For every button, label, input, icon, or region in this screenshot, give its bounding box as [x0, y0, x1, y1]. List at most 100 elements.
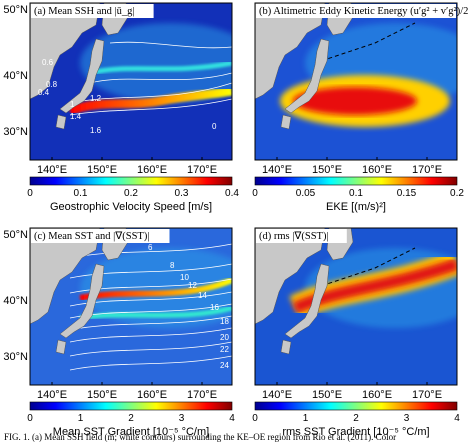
contour-label: 1.2 [90, 94, 102, 103]
colorbar [29, 176, 233, 186]
land [55, 3, 129, 130]
colorbar-tick: 0.1 [349, 188, 363, 199]
colorbar-label: rms SST Gradient [10⁻⁵ °C/m] [282, 426, 429, 438]
title-box [256, 4, 456, 18]
contour-label: 6 [148, 243, 153, 252]
colorbar-tick: 0.2 [124, 188, 138, 199]
contour-label: 14 [198, 291, 207, 300]
lon-label: 160°E [362, 164, 392, 176]
colorbar [254, 176, 458, 186]
contour-label: 22 [220, 345, 229, 354]
lon-label: 150°E [312, 389, 342, 401]
contour-label: 1 [70, 100, 75, 109]
panel-title: (d) rms |∇(SST)| [259, 231, 329, 242]
lat-label: 50°N [3, 229, 28, 241]
colorbar [254, 401, 458, 411]
contour-label: 1.6 [90, 126, 102, 135]
lon-label: 160°E [137, 164, 167, 176]
map: 0.4 0.6 0.8 1 1.2 1.4 1.6 0 [30, 3, 232, 160]
lon-label: 140°E [37, 164, 67, 176]
contour [69, 341, 232, 357]
jet-band [89, 60, 232, 76]
rms-band [292, 258, 457, 314]
contour [69, 278, 232, 294]
contour-label: 24 [220, 361, 229, 370]
region-line [314, 247, 416, 289]
contour-label: 20 [220, 333, 229, 342]
lon-label: 150°E [87, 389, 117, 401]
title-box [31, 229, 170, 243]
land [280, 228, 354, 355]
colorbar-tick: 0.15 [397, 188, 417, 199]
lon-label: 140°E [37, 389, 67, 401]
contour [69, 82, 232, 104]
colorbar-tick: 3 [404, 413, 410, 424]
lat-label: 50°N [3, 4, 28, 16]
colorbar-tick: 4 [229, 413, 235, 424]
lat-label: 30°N [3, 351, 28, 363]
lon-label: 170°E [187, 164, 217, 176]
region-line [314, 22, 416, 64]
contour [69, 98, 232, 116]
contour [69, 243, 232, 259]
contour-label: 12 [188, 281, 197, 290]
colorbar-tick: 3 [179, 413, 185, 424]
colorbar-tick: 0 [252, 188, 258, 199]
colorbar [29, 401, 233, 411]
colorbar-tick: 0.05 [296, 188, 316, 199]
panel-title: (b) Altimetric Eddy Kinetic Energy (u′g²… [259, 6, 468, 17]
panel: (d) rms |∇(SST)| 140°E 150°E 160°E 170°E 0 1 2 3… [252, 227, 460, 438]
colorbar-tick: 0.2 [450, 188, 464, 199]
lat-label: 40°N [3, 295, 28, 307]
colorbar-tick: 1 [303, 413, 309, 424]
contour-label: 0.4 [38, 88, 50, 97]
colorbar-tick: 0.1 [74, 188, 88, 199]
lon-label: 170°E [187, 389, 217, 401]
land [280, 3, 354, 130]
contour [109, 41, 232, 49]
map [255, 228, 457, 385]
frame [29, 2, 233, 161]
panel-title: (c) Mean SST and |∇(SST)| [34, 231, 149, 242]
eke-core [293, 87, 417, 115]
title-box [256, 229, 347, 243]
contour-label: 8 [170, 261, 175, 270]
title-box [31, 4, 154, 18]
contour [89, 72, 232, 84]
panel: 0.4 0.6 0.8 1 1.2 1.4 1.6 0 (a) Mean SSH and |ū_… [3, 2, 239, 213]
colorbar-label: Mean SST Gradient [10⁻⁵ °C/m] [53, 426, 209, 438]
colorbar-tick: 0 [252, 413, 258, 424]
colorbar-label: EKE [(m/s)²] [326, 201, 386, 213]
contour-label: 10 [180, 273, 189, 282]
contour [69, 327, 232, 343]
contour [69, 263, 232, 279]
contour-label: 0 [212, 122, 217, 131]
lon-label: 160°E [362, 389, 392, 401]
colorbar-tick: 0 [27, 188, 33, 199]
lat-label: 40°N [3, 70, 28, 82]
colorbar-tick: 0.3 [175, 188, 189, 199]
panel: (b) Altimetric Eddy Kinetic Energy (u′g²… [252, 2, 468, 213]
lon-label: 150°E [312, 164, 342, 176]
lon-label: 140°E [262, 389, 292, 401]
colorbar-tick: 1 [78, 413, 84, 424]
lon-label: 170°E [412, 164, 442, 176]
lon-label: 160°E [137, 389, 167, 401]
contour-label: 0.8 [46, 80, 58, 89]
colorbar-label: Geostrophic Velocity Speed [m/s] [50, 201, 212, 213]
frame [254, 227, 458, 386]
land [55, 228, 129, 355]
lon-label: 170°E [412, 389, 442, 401]
contour [69, 355, 232, 371]
jet-band [68, 86, 232, 116]
lat-label: 30°N [3, 126, 28, 138]
colorbar-tick: 4 [454, 413, 460, 424]
contour-label: 16 [210, 303, 219, 312]
map-field [80, 23, 232, 103]
contour [69, 315, 232, 331]
contour-label: 0.6 [42, 58, 54, 67]
gradient-band [79, 305, 232, 321]
